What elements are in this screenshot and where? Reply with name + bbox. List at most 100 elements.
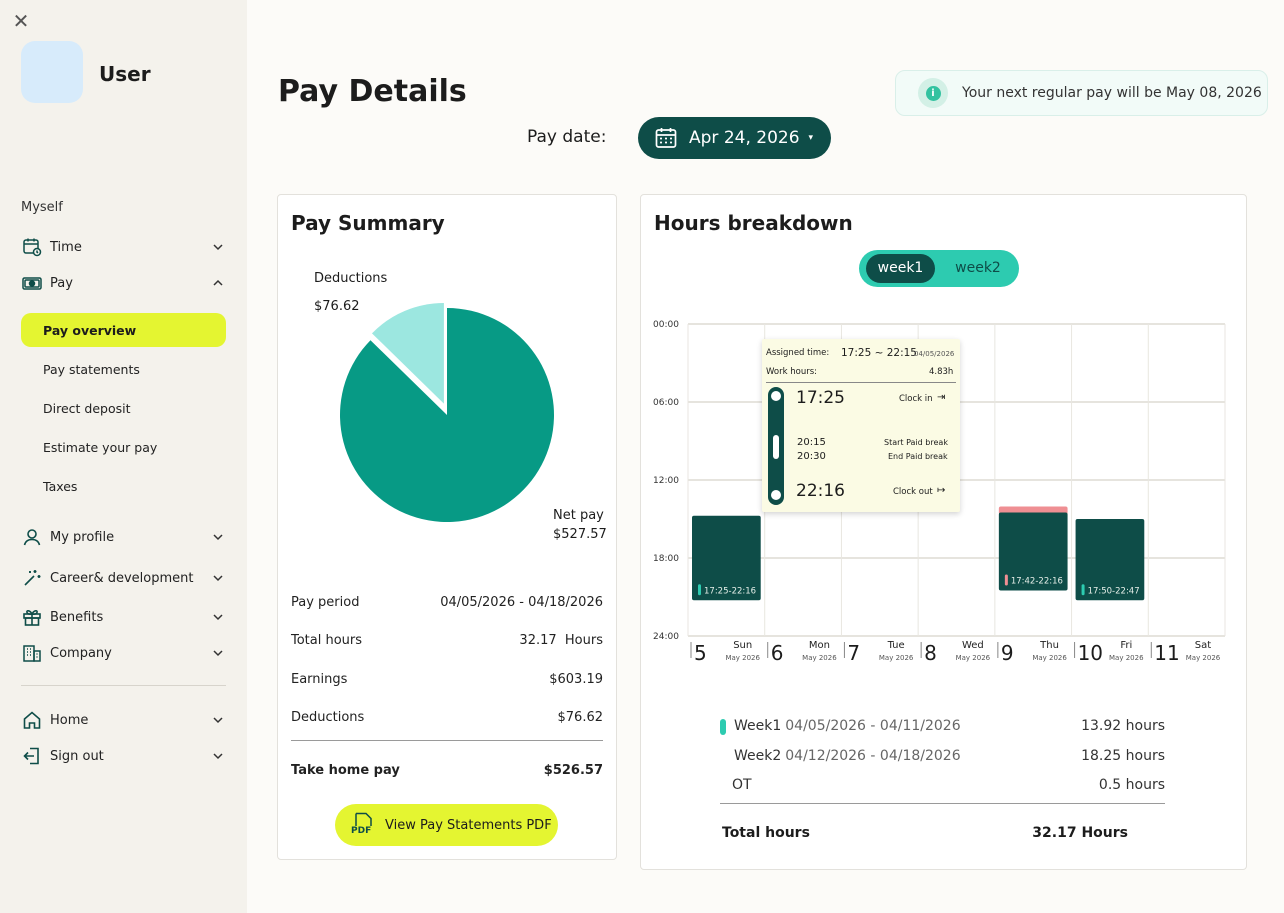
nav-company-label: Company [50, 645, 112, 661]
day-name: Tue [887, 640, 905, 651]
nav-company[interactable]: Company [21, 639, 226, 667]
tab-week1[interactable]: week1 [866, 254, 935, 283]
clock-in-label: Clock in [899, 394, 933, 404]
nav-time-label: Time [50, 239, 82, 255]
nav-home-label: Home [50, 712, 89, 728]
y-tick-label: 06:00 [653, 398, 679, 408]
shift-label: 17:42-22:16 [1011, 577, 1063, 587]
view-pdf-button[interactable]: PDF View Pay Statements PDF [335, 804, 558, 846]
person-icon [21, 526, 43, 548]
day-number: 5 [694, 641, 707, 665]
sub-pay-statements[interactable]: Pay statements [43, 361, 140, 377]
nav-my-profile[interactable]: My profile [21, 523, 226, 551]
nav-home[interactable]: Home [21, 706, 226, 734]
hours-week1-row: Week1 04/05/2026 - 04/11/2026 13.92 hour… [720, 718, 1165, 735]
tooltip-assigned-label: Assigned time: [766, 348, 830, 358]
sidebar: ✕ User Myself Time Pay Pay overview Pay … [0, 0, 247, 913]
hours-ot-row: OT 0.5 hours [720, 777, 1165, 793]
day-number: 10 [1078, 641, 1103, 665]
timeline-dot-end [771, 490, 781, 500]
pay-date-label: Pay date: [527, 127, 607, 147]
avatar[interactable] [21, 41, 83, 103]
nav-time[interactable]: Time [21, 233, 226, 261]
break-end-label: End Paid break [888, 452, 948, 461]
pay-summary-card [277, 194, 617, 860]
week-toggle: week1 week2 [859, 250, 1019, 287]
ot-value: 0.5 hours [1098, 777, 1165, 793]
nav-benefits[interactable]: Benefits [21, 603, 226, 631]
pay-pie-chart [339, 303, 554, 522]
shift-bar [1075, 519, 1145, 601]
tab-week2[interactable]: week2 [955, 260, 1001, 276]
week2-label: Week2 [734, 748, 782, 764]
tooltip-work-label: Work hours: [766, 367, 817, 377]
y-tick-label: 12:00 [653, 476, 679, 486]
y-tick-label: 18:00 [653, 554, 679, 564]
day-month: May 2026 [879, 654, 914, 662]
sign-out-icon [21, 745, 43, 767]
day-number: 7 [847, 641, 860, 665]
sub-taxes[interactable]: Taxes [43, 478, 78, 494]
gift-icon [21, 606, 43, 628]
break-start-label: Start Paid break [884, 438, 948, 447]
pie-slice-net-pay [339, 308, 554, 522]
clock-in-icon: ⇥ [937, 392, 946, 403]
pay-date-selector[interactable]: Apr 24, 2026 ▾ [638, 117, 831, 159]
day-month: May 2026 [725, 654, 760, 662]
total-hours-value: 32.17 Hours [1032, 825, 1128, 841]
day-number: 8 [924, 641, 937, 665]
pdf-file-icon: PDF [351, 812, 375, 838]
calendar-clock-icon [21, 236, 43, 258]
pdf-icon-text: PDF [351, 826, 372, 836]
summary-row-deductions: Deductions $76.62 [291, 710, 603, 725]
shift-bar [998, 512, 1068, 591]
pay-summary-title: Pay Summary [291, 211, 445, 235]
shift-marker [698, 584, 701, 596]
day-month: May 2026 [1109, 654, 1144, 662]
clock-out-label: Clock out [893, 487, 933, 497]
calendar-icon [654, 126, 678, 150]
hours-title: Hours breakdown [654, 211, 853, 235]
next-pay-notice: i Your next regular pay will be May 08, … [895, 70, 1268, 116]
chevron-down-icon [210, 645, 226, 661]
chevron-down-icon [210, 570, 226, 586]
clock-out-icon: ↦ [937, 485, 946, 496]
y-tick-label: 24:00 [653, 632, 679, 642]
shift-label: 17:50-22:47 [1088, 586, 1140, 596]
magic-wand-icon [21, 567, 43, 589]
nav-profile-label: My profile [50, 529, 115, 545]
hours-summary-divider [720, 803, 1165, 804]
info-icon: i [918, 78, 948, 108]
nav-sign-out[interactable]: Sign out [21, 742, 226, 770]
row-label: Total hours [291, 633, 363, 648]
day-name: Mon [809, 640, 830, 651]
day-month: May 2026 [956, 654, 991, 662]
day-number: 11 [1154, 641, 1179, 665]
day-month: May 2026 [802, 654, 837, 662]
nav-career[interactable]: Career& development [21, 561, 226, 595]
close-icon[interactable]: ✕ [12, 9, 30, 33]
page-title: Pay Details [278, 74, 467, 109]
ot-label: OT [732, 777, 752, 793]
chevron-up-icon [210, 275, 226, 291]
take-home-label: Take home pay [291, 763, 400, 778]
shift-tooltip: Assigned time: 17:25 ~ 22:15 04/05/2026 … [762, 339, 960, 512]
pdf-button-label: View Pay Statements PDF [385, 817, 552, 833]
sub-direct-deposit[interactable]: Direct deposit [43, 400, 131, 416]
day-month: May 2026 [1186, 654, 1221, 662]
section-label: Myself [21, 200, 63, 215]
day-name: Sun [733, 640, 752, 651]
day-number: 6 [771, 641, 784, 665]
building-icon [21, 642, 43, 664]
shift-label: 17:25-22:16 [704, 586, 756, 596]
week2-value: 18.25 hours [1081, 748, 1165, 764]
nav-pay[interactable]: Pay [21, 269, 226, 297]
chevron-down-icon [210, 609, 226, 625]
break-start-time: 20:15 [797, 437, 826, 448]
week1-value: 13.92 hours [1081, 718, 1165, 734]
timeline-track [768, 387, 784, 505]
user-name: User [99, 62, 151, 86]
summary-divider [291, 740, 603, 741]
sub-pay-overview[interactable]: Pay overview [21, 313, 226, 347]
sub-estimate-pay[interactable]: Estimate your pay [43, 439, 158, 455]
